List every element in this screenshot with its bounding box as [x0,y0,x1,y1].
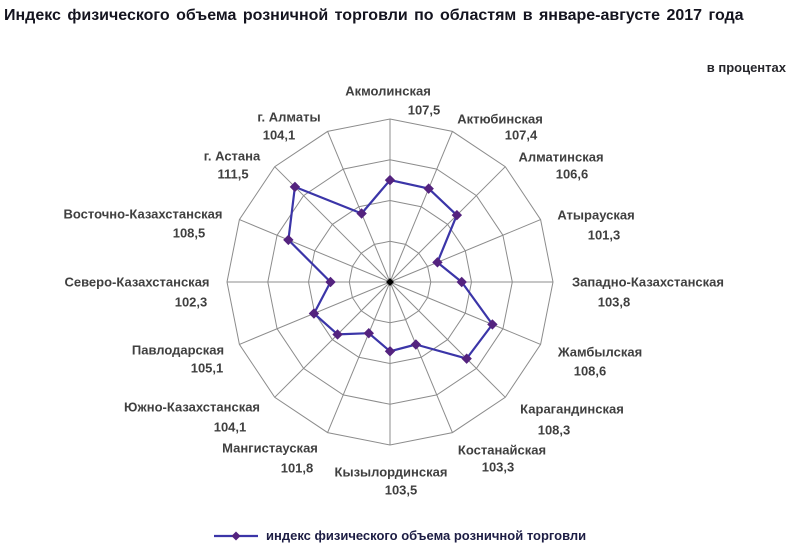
radar-data-point [308,308,320,319]
radar-spoke [274,166,391,283]
radar-center-dot [386,278,394,286]
radar-spoke [389,281,453,433]
radar-data-point [456,276,467,288]
radar-data-point [487,319,498,330]
radar-data-point [289,181,301,193]
radar-spoke [389,281,506,398]
radar-data-point [432,257,443,268]
radar-data-point [356,208,367,219]
radar-spoke [389,166,506,283]
series-line-marker-icon [214,531,258,540]
radar-spoke [327,281,391,433]
chart-title: Индекс физического объема розничной торг… [4,7,744,24]
legend-diamond-icon [231,531,241,540]
legend: индекс физического объема розничной торг… [213,528,586,543]
units-note: в процентах [706,60,786,75]
radar-data-point [461,353,472,364]
radar-data-point [384,346,396,357]
radar-spoke [327,131,391,283]
radar-data-point [332,329,343,340]
radar-data-point [423,183,434,194]
radar-data-point [451,209,463,221]
radar-data-point [410,339,422,350]
radar-data-point [325,276,336,288]
radar-data-point [283,234,294,246]
radar-spoke [239,219,391,283]
radar-data-point [384,174,396,186]
radar-spoke [389,131,453,283]
radar-data-point [363,327,374,339]
radar-spoke [389,281,541,345]
radar-spoke [274,281,391,398]
legend-label: индекс физического объема розничной торг… [266,528,587,543]
radar-spoke [389,219,541,283]
